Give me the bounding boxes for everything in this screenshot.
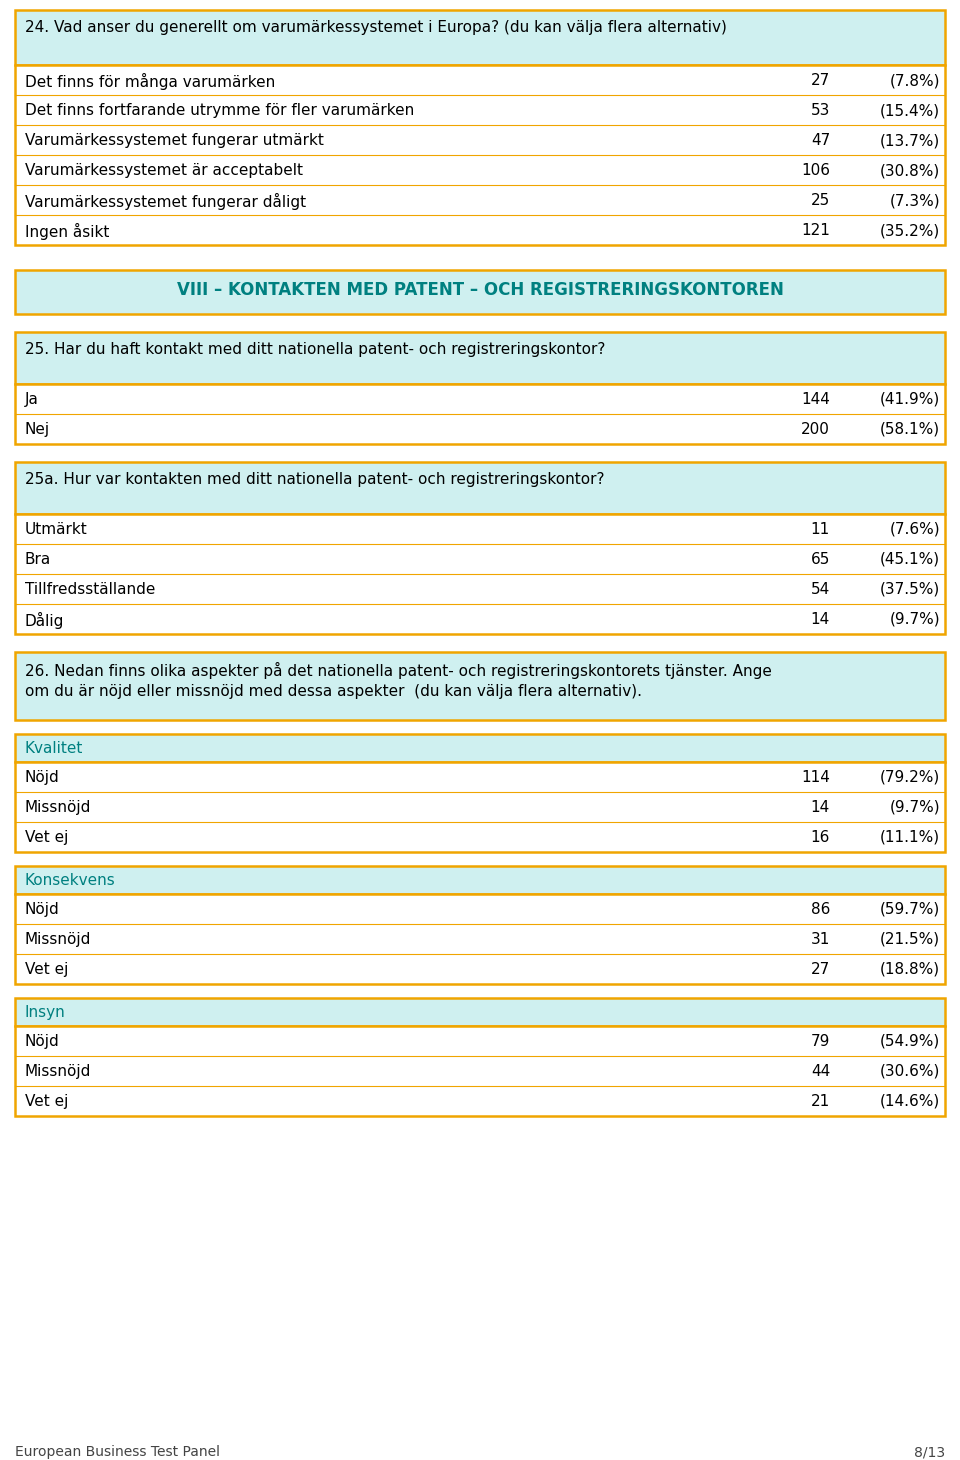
Bar xyxy=(15,762,945,853)
Text: 54: 54 xyxy=(811,583,830,597)
Text: Dålig: Dålig xyxy=(25,612,64,629)
Text: (58.1%): (58.1%) xyxy=(880,422,940,437)
Text: 144: 144 xyxy=(802,391,830,407)
Text: Konsekvens: Konsekvens xyxy=(25,873,116,888)
Bar xyxy=(15,384,945,444)
Text: (7.6%): (7.6%) xyxy=(889,523,940,537)
Text: Tillfredsställande: Tillfredsställande xyxy=(25,583,156,597)
Text: Vet ej: Vet ej xyxy=(25,962,68,977)
Text: (7.3%): (7.3%) xyxy=(889,193,940,207)
Text: 121: 121 xyxy=(802,223,830,238)
Text: Vet ej: Vet ej xyxy=(25,829,68,845)
Text: Missnöjd: Missnöjd xyxy=(25,1064,91,1079)
Text: 14: 14 xyxy=(811,800,830,815)
Text: (13.7%): (13.7%) xyxy=(879,133,940,147)
Text: Kvalitet: Kvalitet xyxy=(25,742,84,756)
Text: 25a. Hur var kontakten med ditt nationella patent- och registreringskontor?: 25a. Hur var kontakten med ditt nationel… xyxy=(25,472,605,488)
Bar xyxy=(15,1026,945,1115)
Text: 114: 114 xyxy=(802,769,830,785)
Text: 200: 200 xyxy=(802,422,830,437)
Text: (35.2%): (35.2%) xyxy=(879,223,940,238)
Text: 26. Nedan finns olika aspekter på det nationella patent- och registreringskontor: 26. Nedan finns olika aspekter på det na… xyxy=(25,661,772,679)
Bar xyxy=(15,331,945,384)
Text: Nöjd: Nöjd xyxy=(25,1034,60,1048)
Text: 14: 14 xyxy=(811,612,830,626)
Bar xyxy=(15,514,945,634)
Text: (18.8%): (18.8%) xyxy=(880,962,940,977)
Text: Insyn: Insyn xyxy=(25,1004,65,1021)
Text: (7.8%): (7.8%) xyxy=(890,73,940,88)
Text: (30.6%): (30.6%) xyxy=(879,1064,940,1079)
Text: (15.4%): (15.4%) xyxy=(880,104,940,118)
Bar xyxy=(15,734,945,762)
Bar xyxy=(15,999,945,1026)
Bar xyxy=(15,10,945,66)
Text: (14.6%): (14.6%) xyxy=(879,1094,940,1110)
Bar xyxy=(15,461,945,514)
Text: (54.9%): (54.9%) xyxy=(879,1034,940,1048)
Text: (11.1%): (11.1%) xyxy=(880,829,940,845)
Text: (45.1%): (45.1%) xyxy=(880,552,940,566)
Text: 44: 44 xyxy=(811,1064,830,1079)
Text: 25. Har du haft kontakt med ditt nationella patent- och registreringskontor?: 25. Har du haft kontakt med ditt natione… xyxy=(25,342,606,358)
Text: Missnöjd: Missnöjd xyxy=(25,931,91,948)
Text: Nöjd: Nöjd xyxy=(25,902,60,917)
Text: 8/13: 8/13 xyxy=(914,1445,945,1459)
Text: (9.7%): (9.7%) xyxy=(889,800,940,815)
Text: 31: 31 xyxy=(810,931,830,948)
Text: European Business Test Panel: European Business Test Panel xyxy=(15,1445,220,1459)
Text: 86: 86 xyxy=(810,902,830,917)
Text: Utmärkt: Utmärkt xyxy=(25,523,87,537)
Bar xyxy=(15,653,945,720)
Text: 27: 27 xyxy=(811,962,830,977)
Text: 106: 106 xyxy=(801,164,830,178)
Text: (79.2%): (79.2%) xyxy=(879,769,940,785)
Text: Varumärkessystemet fungerar utmärkt: Varumärkessystemet fungerar utmärkt xyxy=(25,133,324,147)
Text: VIII – KONTAKTEN MED PATENT – OCH REGISTRERINGSKONTOREN: VIII – KONTAKTEN MED PATENT – OCH REGIST… xyxy=(177,280,783,299)
Text: Det finns för många varumärken: Det finns för många varumärken xyxy=(25,73,276,91)
Bar xyxy=(15,66,945,245)
Text: 24. Vad anser du generellt om varumärkessystemet i Europa? (du kan välja flera a: 24. Vad anser du generellt om varumärkes… xyxy=(25,20,727,35)
Text: Missnöjd: Missnöjd xyxy=(25,800,91,815)
Text: 21: 21 xyxy=(811,1094,830,1110)
Text: Nej: Nej xyxy=(25,422,50,437)
Text: (21.5%): (21.5%) xyxy=(880,931,940,948)
Text: om du är nöjd eller missnöjd med dessa aspekter  (du kan välja flera alternativ): om du är nöjd eller missnöjd med dessa a… xyxy=(25,683,642,699)
Text: (9.7%): (9.7%) xyxy=(889,612,940,626)
Text: Vet ej: Vet ej xyxy=(25,1094,68,1110)
Text: Nöjd: Nöjd xyxy=(25,769,60,785)
Text: 27: 27 xyxy=(811,73,830,88)
Text: (30.8%): (30.8%) xyxy=(879,164,940,178)
Text: 79: 79 xyxy=(810,1034,830,1048)
Text: Varumärkessystemet är acceptabelt: Varumärkessystemet är acceptabelt xyxy=(25,164,303,178)
Text: 11: 11 xyxy=(811,523,830,537)
Text: 47: 47 xyxy=(811,133,830,147)
Bar xyxy=(15,866,945,894)
Text: 25: 25 xyxy=(811,193,830,207)
Text: Det finns fortfarande utrymme för fler varumärken: Det finns fortfarande utrymme för fler v… xyxy=(25,104,415,118)
Text: 53: 53 xyxy=(810,104,830,118)
Bar xyxy=(15,270,945,314)
Text: Ja: Ja xyxy=(25,391,38,407)
Text: (41.9%): (41.9%) xyxy=(879,391,940,407)
Text: 65: 65 xyxy=(810,552,830,566)
Text: 16: 16 xyxy=(810,829,830,845)
Text: Ingen åsikt: Ingen åsikt xyxy=(25,223,109,239)
Text: (59.7%): (59.7%) xyxy=(879,902,940,917)
Text: Bra: Bra xyxy=(25,552,51,566)
Text: (37.5%): (37.5%) xyxy=(879,583,940,597)
Text: Varumärkessystemet fungerar dåligt: Varumärkessystemet fungerar dåligt xyxy=(25,193,306,210)
Bar xyxy=(15,894,945,984)
